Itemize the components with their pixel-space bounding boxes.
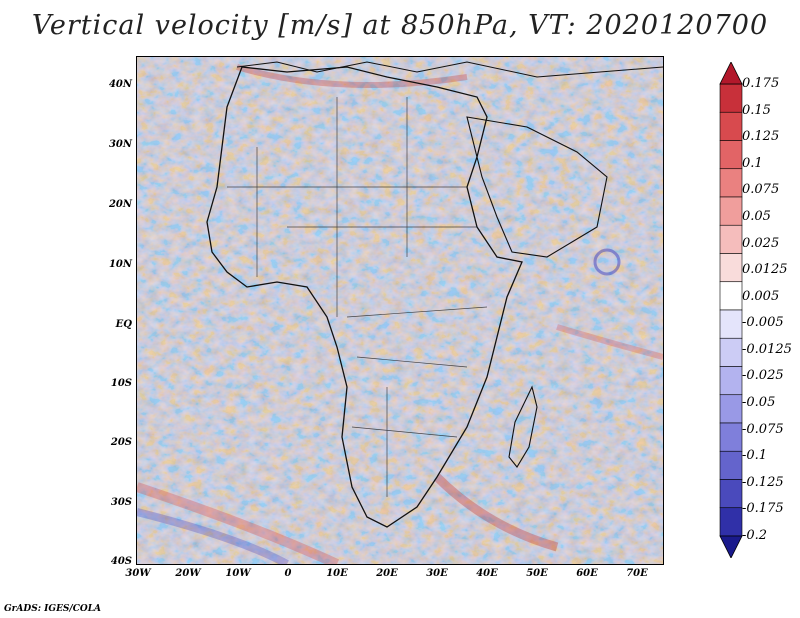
colorbar-level-label: 0.025 [742, 235, 780, 251]
africa-coastline [206, 66, 523, 528]
colorbar-level-label: -0.025 [742, 368, 784, 384]
colorbar-cell [719, 309, 743, 339]
lat-label-10n: 10N [108, 259, 132, 270]
colorbar-cell [719, 507, 743, 537]
lat-label-40s: 40S [110, 556, 132, 567]
lat-label-30s: 30S [110, 497, 132, 508]
colorbar-level-label: -0.125 [742, 474, 784, 490]
colorbar-level-label: 0.1 [742, 155, 763, 171]
lat-label-40n: 40N [108, 79, 132, 90]
colorbar-cell [719, 196, 743, 226]
colorbar-level-label: 0.125 [742, 129, 780, 145]
colorbar-level-label: -0.0125 [742, 341, 792, 357]
colorbar-cell [719, 83, 743, 113]
colorbar-level-label: -0.1 [742, 448, 768, 464]
lon-label-50e: 50E [526, 568, 548, 579]
colorbar-cell [719, 224, 743, 254]
colorbar-level-label: 0.175 [742, 76, 780, 91]
colorbar-level-label: 0.075 [742, 182, 780, 198]
colorbar-cell [719, 450, 743, 480]
lon-label-60e: 60E [576, 568, 598, 579]
colorbar-cell [719, 168, 743, 198]
colorbar-level-label: -0.005 [742, 315, 784, 331]
madagascar-coastline [508, 385, 538, 468]
colorbar-level-label: 0.005 [742, 288, 780, 304]
colorbar-cell [719, 337, 743, 367]
lon-label-10w: 10W [225, 568, 251, 579]
lat-label-eq: EQ [115, 319, 132, 330]
colorbar-level-label: 0.15 [742, 102, 771, 118]
lon-label-20w: 20W [175, 568, 201, 579]
colorbar-cell [719, 140, 743, 170]
lon-label-30w: 30W [125, 568, 151, 579]
europe-coastline [236, 61, 663, 78]
colorbar [719, 62, 743, 558]
colorbar-level-label: -0.175 [742, 501, 784, 517]
colorbar-cell [719, 281, 743, 311]
colorbar-level-label: -0.2 [742, 528, 768, 543]
grads-credit: GrADS: IGES/COLA [4, 604, 102, 614]
map-title: Vertical velocity [m/s] at 850hPa, VT: 2… [31, 10, 769, 41]
lon-label-30e: 30E [426, 568, 448, 579]
map-panel[interactable] [136, 56, 664, 565]
lon-label-10e: 10E [326, 568, 348, 579]
colorbar-level-label: 0.0125 [742, 262, 788, 278]
velocity-field [137, 57, 663, 564]
lon-label-0: 0 [284, 568, 292, 579]
lon-label-40e: 40E [476, 568, 498, 579]
lon-label-20e: 20E [376, 568, 398, 579]
colorbar-cell [719, 111, 743, 141]
lat-label-20s: 20S [110, 437, 132, 448]
colorbar-cell [719, 479, 743, 509]
lat-label-30n: 30N [108, 139, 132, 150]
colorbar-cell [719, 394, 743, 424]
colorbar-bottom-arrow [719, 535, 743, 558]
lat-label-10s: 10S [110, 378, 132, 389]
colorbar-level-label: 0.05 [742, 208, 771, 224]
colorbar-top-arrow [719, 62, 743, 85]
colorbar-cell [719, 253, 743, 283]
colorbar-level-label: -0.075 [742, 421, 784, 437]
arabia-coastline [466, 116, 608, 258]
lat-label-20n: 20N [108, 199, 132, 210]
colorbar-cell [719, 422, 743, 452]
lon-label-70e: 70E [626, 568, 648, 579]
colorbar-level-label: -0.05 [742, 395, 776, 411]
colorbar-cell [719, 366, 743, 396]
